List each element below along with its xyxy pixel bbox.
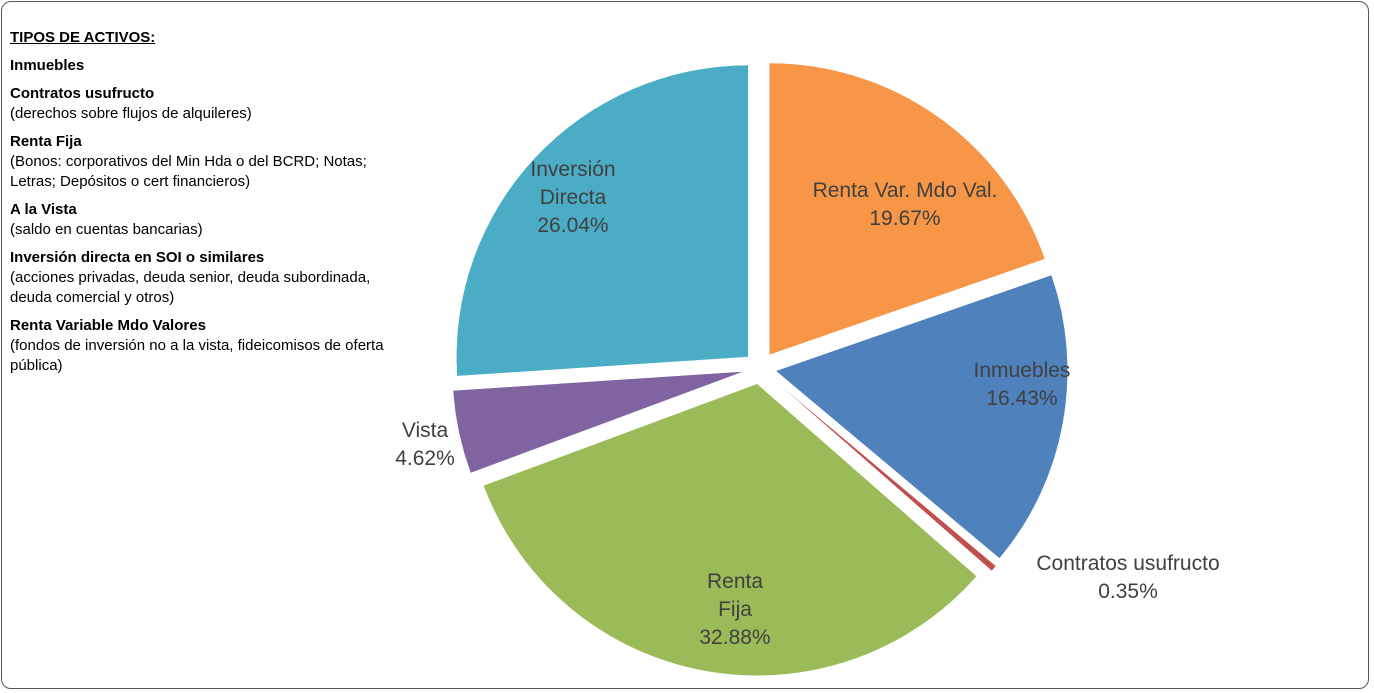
slice-name: Contratos usufructo: [1036, 552, 1220, 575]
slice-label: Contratos usufructo 0.35%: [998, 550, 1258, 606]
slice-value: 0.35%: [1098, 580, 1158, 603]
slice-value: 26.04%: [537, 214, 609, 237]
panel-item: Contratos usufructo (derechos sobre flujo…: [10, 84, 390, 124]
slice-value: 4.62%: [395, 447, 455, 470]
panel-item: Renta Variable Mdo Valores (fondos de inv…: [10, 316, 390, 376]
item-name: Renta Fija: [10, 133, 82, 150]
panel-title: TIPOS DE ACTIVOS:: [10, 29, 156, 46]
item-description: (acciones privadas, deuda senior, deuda …: [10, 269, 371, 306]
slice-label: Renta Var. Mdo Val. 19.67%: [775, 177, 1035, 233]
item-description: (Bonos: corporativos del Min Hda o del B…: [10, 153, 367, 190]
slice-label: Renta Fija 32.88%: [690, 568, 780, 652]
pie-slice: [456, 64, 749, 377]
slice-value: 19.67%: [869, 207, 941, 230]
pie-slice: [769, 62, 1046, 356]
slice-value: 16.43%: [986, 387, 1058, 410]
item-name: A la Vista: [10, 201, 77, 218]
item-name: Inversión directa en SOI o similares: [10, 249, 265, 266]
slice-label: Inmuebles 16.43%: [942, 357, 1102, 413]
asset-types-panel: TIPOS DE ACTIVOS: Inmuebles Contratos usu…: [10, 28, 390, 384]
panel-item: Inmuebles: [10, 56, 390, 76]
item-name: Inmuebles: [10, 57, 85, 74]
panel-item: Renta Fija (Bonos: corporativos del Min H…: [10, 132, 390, 192]
slice-value: 32.88%: [699, 626, 771, 649]
item-description: (saldo en cuentas bancarias): [10, 221, 203, 238]
item-name: Contratos usufructo: [10, 85, 155, 102]
panel-item: Inversión directa en SOI o similares (acc…: [10, 248, 390, 308]
slice-name: Inversión Directa: [530, 158, 616, 209]
panel-item: A la Vista (saldo en cuentas bancarias): [10, 200, 390, 240]
slice-label: Vista 4.62%: [385, 417, 465, 473]
slice-name: Renta Fija: [706, 570, 764, 621]
item-name: Renta Variable Mdo Valores: [10, 317, 206, 334]
pie-slice: [452, 371, 745, 474]
item-description: (fondos de inversión no a la vista, fide…: [10, 337, 384, 374]
slice-label: Inversión Directa 26.04%: [513, 156, 633, 240]
slice-name: Inmuebles: [973, 359, 1071, 382]
pie-slice: [771, 378, 997, 572]
pie-slice: [775, 274, 1068, 559]
slice-name: Renta Var. Mdo Val.: [812, 179, 998, 202]
item-description: (derechos sobre flujos de alquileres): [10, 105, 252, 122]
slice-name: Vista: [401, 419, 449, 442]
pie-slice: [483, 383, 978, 676]
